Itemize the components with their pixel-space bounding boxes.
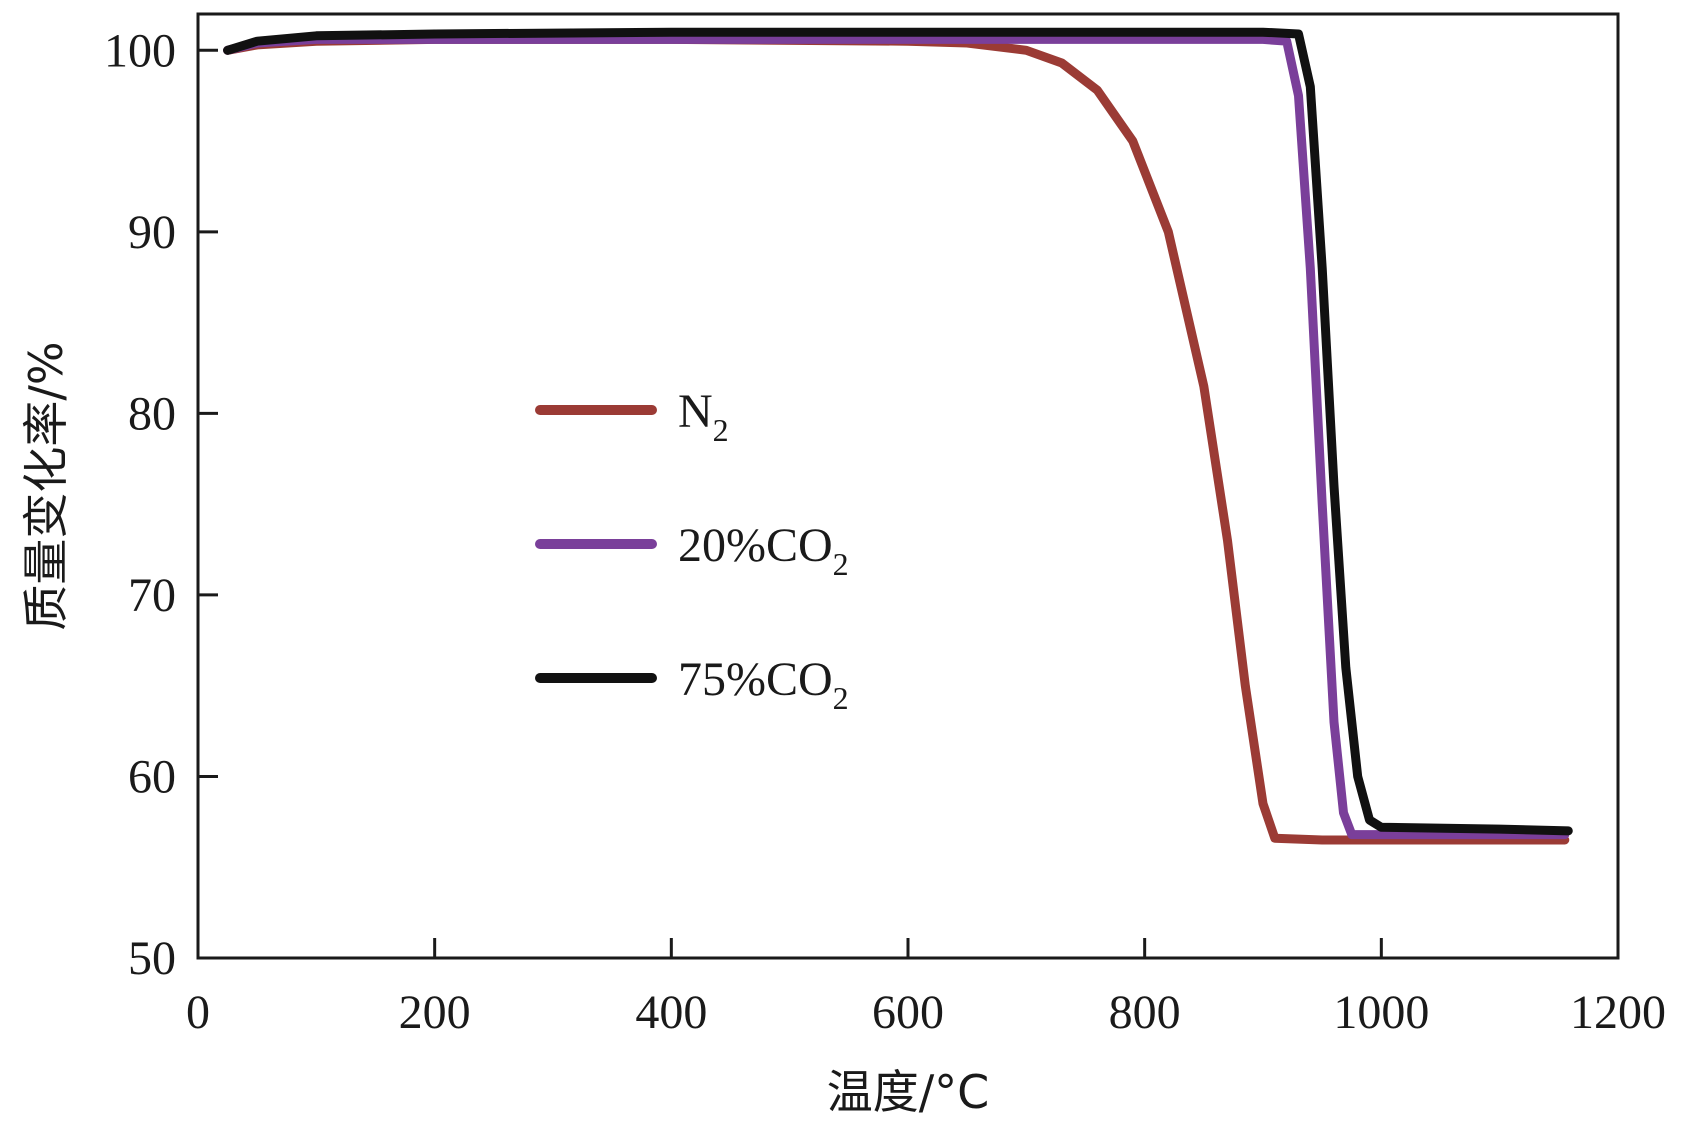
legend-label: 75%CO2 bbox=[678, 653, 849, 716]
y-tick-label: 70 bbox=[128, 569, 176, 622]
legend-label-main: 20%CO bbox=[678, 519, 833, 572]
x-tick-label: 400 bbox=[635, 986, 707, 1039]
legend-label-main: 75%CO bbox=[678, 653, 833, 706]
legend-label-subscript: 2 bbox=[833, 546, 849, 582]
x-axis-title: 温度/°C bbox=[827, 1065, 990, 1119]
legend-label-main: N bbox=[678, 385, 713, 438]
series-line-2 bbox=[223, 27, 1573, 836]
x-tick-label: 200 bbox=[399, 986, 471, 1039]
series-layer bbox=[223, 27, 1573, 845]
plot-area bbox=[196, 12, 1620, 960]
x-tick-label: 1000 bbox=[1333, 986, 1429, 1039]
y-tick-label: 60 bbox=[128, 750, 176, 803]
series-line-1 bbox=[223, 34, 1570, 840]
x-tick-label: 800 bbox=[1109, 986, 1181, 1039]
legend-label: N2 bbox=[678, 385, 729, 448]
y-tick-label: 50 bbox=[128, 932, 176, 985]
legend-label-subscript: 2 bbox=[713, 412, 729, 448]
legend-label: 20%CO2 bbox=[678, 519, 849, 582]
y-tick-label: 100 bbox=[104, 24, 176, 77]
plot-frame bbox=[196, 12, 1620, 960]
x-tick-label: 600 bbox=[872, 986, 944, 1039]
series-line-0 bbox=[223, 34, 1570, 845]
x-tick-label: 0 bbox=[186, 986, 210, 1039]
y-tick-label: 80 bbox=[128, 387, 176, 440]
y-axis: 50 60 70 80 90 100 bbox=[104, 24, 218, 985]
legend-label-subscript: 2 bbox=[833, 680, 849, 716]
y-tick-label: 90 bbox=[128, 206, 176, 259]
y-axis-title: 质量变化率/% bbox=[19, 341, 73, 630]
x-axis: 0 200 400 600 800 1000 1200 bbox=[186, 938, 1666, 1039]
x-tick-label: 1200 bbox=[1570, 986, 1666, 1039]
